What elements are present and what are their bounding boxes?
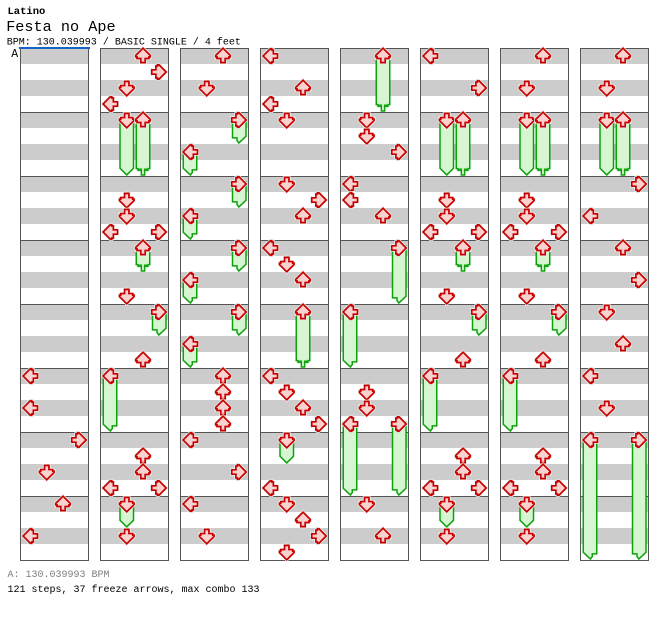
svg-text:121 steps, 37 freeze arrows, m: 121 steps, 37 freeze arrows, max combo 1… (8, 584, 260, 596)
svg-text:BPM: 130.039993 / BASIC SINGLE: BPM: 130.039993 / BASIC SINGLE / 4 feet (7, 37, 241, 49)
svg-text:A: 130.039993 BPM: A: 130.039993 BPM (8, 570, 110, 581)
svg-text:Latino: Latino (8, 6, 46, 18)
svg-text:A: A (11, 48, 18, 61)
svg-text:Festa no Ape: Festa no Ape (6, 18, 115, 36)
